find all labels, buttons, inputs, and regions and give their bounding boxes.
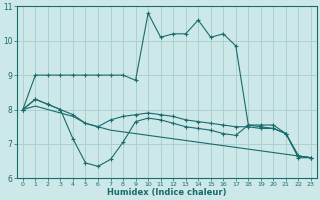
X-axis label: Humidex (Indice chaleur): Humidex (Indice chaleur) [107,188,227,197]
